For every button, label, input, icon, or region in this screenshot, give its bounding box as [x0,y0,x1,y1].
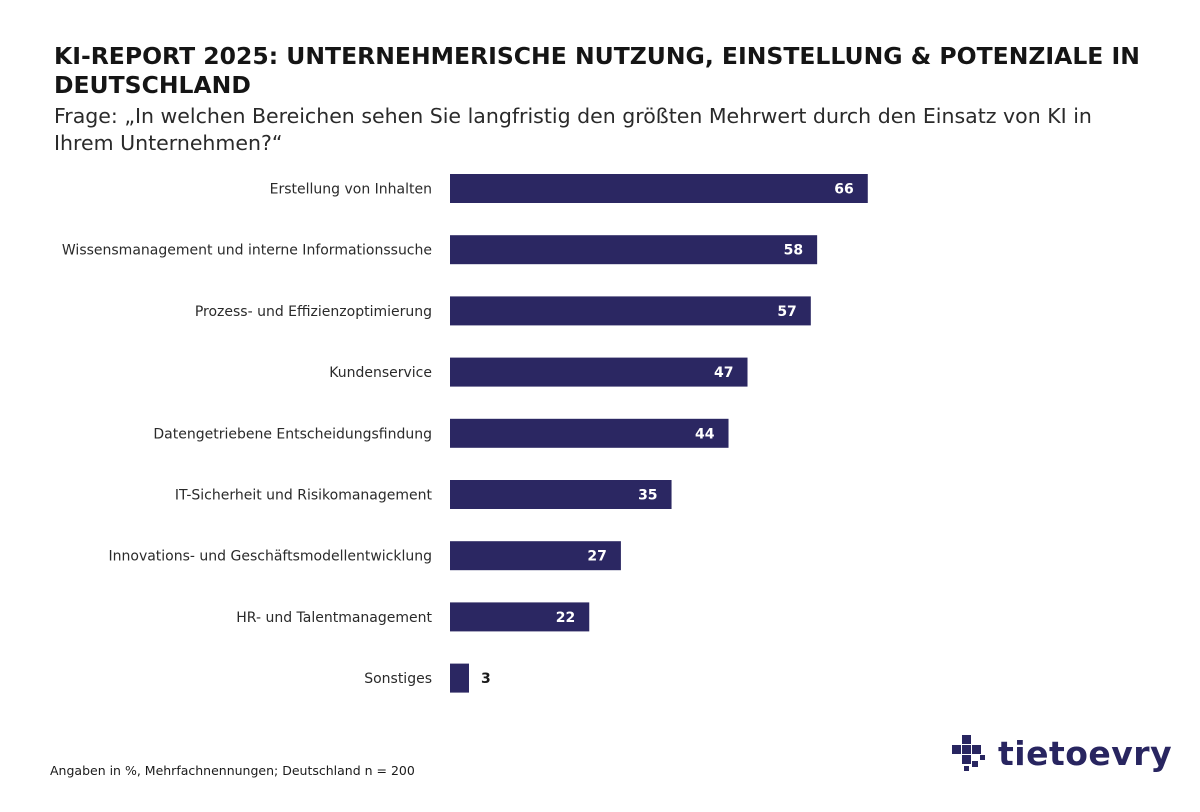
footnote: Angaben in %, Mehrfachnennungen; Deutsch… [50,763,415,778]
category-label-wissensmanagement-und-interne-informationssuche: Wissensmanagement und interne Informatio… [62,243,432,259]
tietoevry-pixel-logo-icon [952,735,985,771]
bar-hr-und-talentmanagement [450,602,590,632]
bar-datengetriebene-entscheidungsfindung [450,418,729,448]
bar-it-sicherheit-und-risikomanagement [450,480,672,509]
value-label-erstellung-von-inhalten: 66 [834,182,853,198]
value-label-datengetriebene-entscheidungsfindung: 44 [695,426,715,442]
bar-erstellung-von-inhalten [450,174,868,203]
category-label-sonstiges: Sonstiges [364,671,432,687]
bar-innovations-und-geschäftsmodellentwicklung [450,541,621,571]
category-label-erstellung-von-inhalten: Erstellung von Inhalten [270,182,432,198]
bar-kundenservice [450,357,748,387]
value-label-wissensmanagement-und-interne-informationssuche: 58 [784,243,803,259]
logo-text: tietoevry [998,733,1173,773]
value-label-innovations-und-geschäftsmodellentwicklung: 27 [587,549,606,565]
value-label-sonstiges: 3 [481,671,491,687]
value-label-kundenservice: 47 [714,365,733,381]
category-label-datengetriebene-entscheidungsfindung: Datengetriebene Entscheidungsfindung [153,426,432,442]
chart-title: KI-REPORT 2025: UNTERNEHMERISCHE NUTZUNG… [54,42,1140,99]
value-label-prozess-und-effizienzoptimierung: 57 [777,304,796,320]
category-label-prozess-und-effizienzoptimierung: Prozess- und Effizienzoptimierung [195,304,432,320]
bar-sonstiges [450,663,469,693]
chart-subtitle: Frage: „In welchen Bereichen sehen Sie l… [54,104,1092,155]
value-label-it-sicherheit-und-risikomanagement: 35 [638,488,657,504]
category-label-kundenservice: Kundenservice [329,365,432,381]
tietoevry-logo: tietoevry [950,728,1172,778]
value-label-hr-und-talentmanagement: 22 [556,610,575,626]
bar-prozess-und-effizienzoptimierung [450,296,811,326]
category-label-hr-und-talentmanagement: HR- und Talentmanagement [236,610,432,626]
bar-chart: Erstellung von Inhalten 66 Wissensmanageme… [62,174,868,693]
category-label-it-sicherheit-und-risikomanagement: IT-Sicherheit und Risikomanagement [175,488,433,504]
category-label-innovations-und-geschäftsmodellentwicklung: Innovations- und Geschäftsmodellentwickl… [109,549,433,565]
bar-wissensmanagement-und-interne-informationssuche [450,235,818,265]
